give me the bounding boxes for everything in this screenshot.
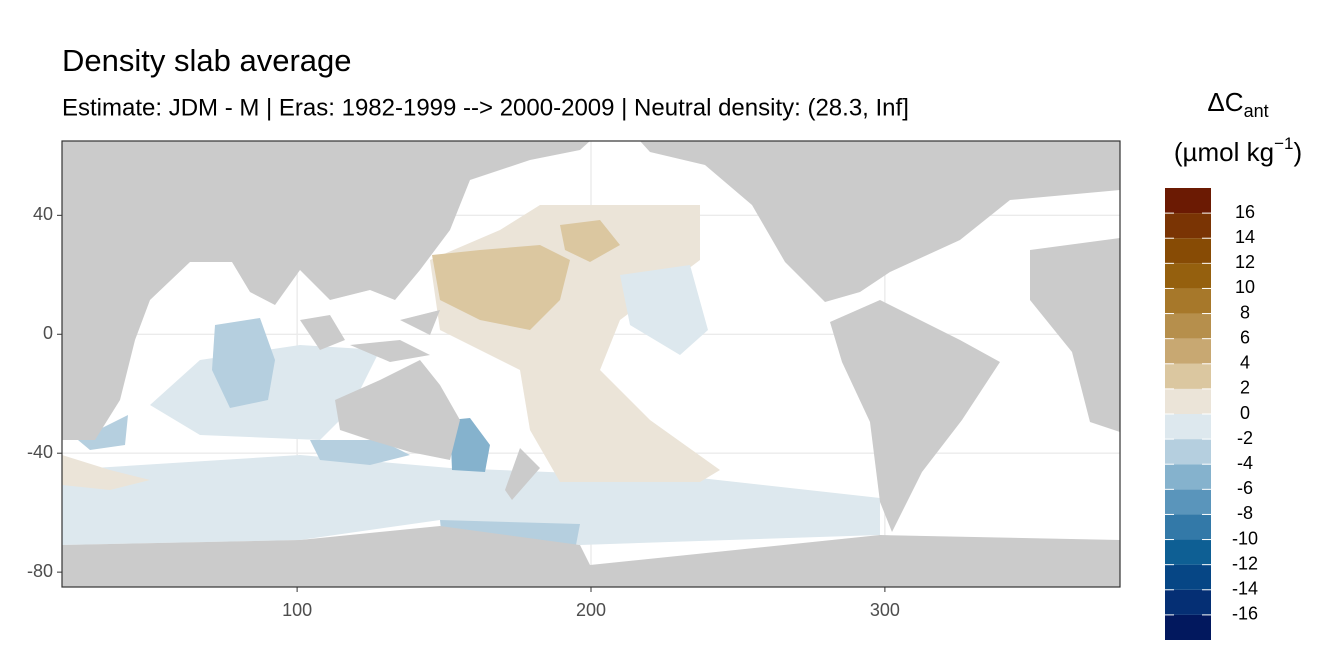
colorbar-label: -16 [1232,604,1258,624]
colorbar-bin [1165,213,1211,239]
land [62,526,1120,587]
colorbar-label: 14 [1235,227,1255,247]
colorbar-label: 0 [1240,403,1250,423]
land [400,310,440,335]
colorbar-label: -4 [1237,453,1253,473]
land [830,300,1000,532]
colorbar-bin [1165,313,1211,339]
colorbar-bin [1165,539,1211,565]
ocean-patch [432,245,570,330]
colorbar-label: 16 [1235,202,1255,222]
y-tick-label: -80 [27,561,53,581]
ocean-patch [450,418,490,472]
colorbar-label: -10 [1232,528,1258,548]
legend-unit-end: ) [1293,137,1302,167]
colorbar-bin [1165,614,1211,640]
x-tick-label: 100 [282,600,312,620]
colorbar-bin [1165,288,1211,314]
chart-title: Density slab average [62,43,352,78]
colorbar-bin [1165,514,1211,540]
legend-title-sub: ant [1244,101,1269,121]
land [505,448,540,500]
colorbar-bin [1165,238,1211,264]
y-tick-label: -40 [27,442,53,462]
ocean-patch [62,455,150,490]
colorbar-bin [1165,414,1211,440]
y-tick-label: 40 [33,204,53,224]
legend-unit: (µmol kg−1) [1174,134,1302,166]
colorbar-label: 6 [1240,327,1250,347]
colorbar-label: -8 [1237,503,1253,523]
land [62,141,590,440]
land [640,141,1120,302]
legend-title: ΔCant [1207,87,1268,121]
legend-title-main: ΔC [1207,87,1243,117]
colorbar-bin [1165,388,1211,414]
legend-unit-sup: −1 [1274,134,1293,153]
y-tick-label: 0 [43,323,53,343]
chart-subtitle: Estimate: JDM - M | Eras: 1982-1999 --> … [62,94,909,121]
colorbar-label: 8 [1240,302,1250,322]
colorbar-label: 4 [1240,353,1250,373]
x-tick-label: 200 [576,600,606,620]
colorbar-bin [1165,338,1211,364]
colorbar-label: 12 [1235,252,1255,272]
land [335,360,460,460]
ocean-patch [78,415,128,450]
ocean-patch [310,440,410,465]
colorbar-label: -6 [1237,478,1253,498]
land [350,340,430,362]
colorbar-bin [1165,188,1211,214]
ocean-patch [212,318,275,408]
colorbar-bin [1165,464,1211,490]
ocean-patch [560,220,620,262]
colorbar-label: -2 [1237,428,1253,448]
colorbar-bin [1165,489,1211,515]
x-tick-label: 300 [870,600,900,620]
ocean-patch [620,265,708,355]
colorbar-bin [1165,589,1211,615]
colorbar-label: 2 [1240,378,1250,398]
colorbar-bin [1165,564,1211,590]
map-layer [62,141,1120,587]
colorbar-label: -14 [1232,579,1258,599]
colorbar-label: -12 [1232,553,1258,573]
colorbar-bin [1165,263,1211,289]
legend-unit-main: (µmol kg [1174,137,1274,167]
colorbar-bin [1165,439,1211,465]
colorbar-label: 10 [1235,277,1255,297]
land [300,315,345,350]
land [1030,238,1120,432]
colorbar-bin [1165,363,1211,389]
legend: -16 -14 -12 -10 -8 -6 -4 -2 0 2 4 6 8 10 12 14 16 [1165,188,1258,640]
